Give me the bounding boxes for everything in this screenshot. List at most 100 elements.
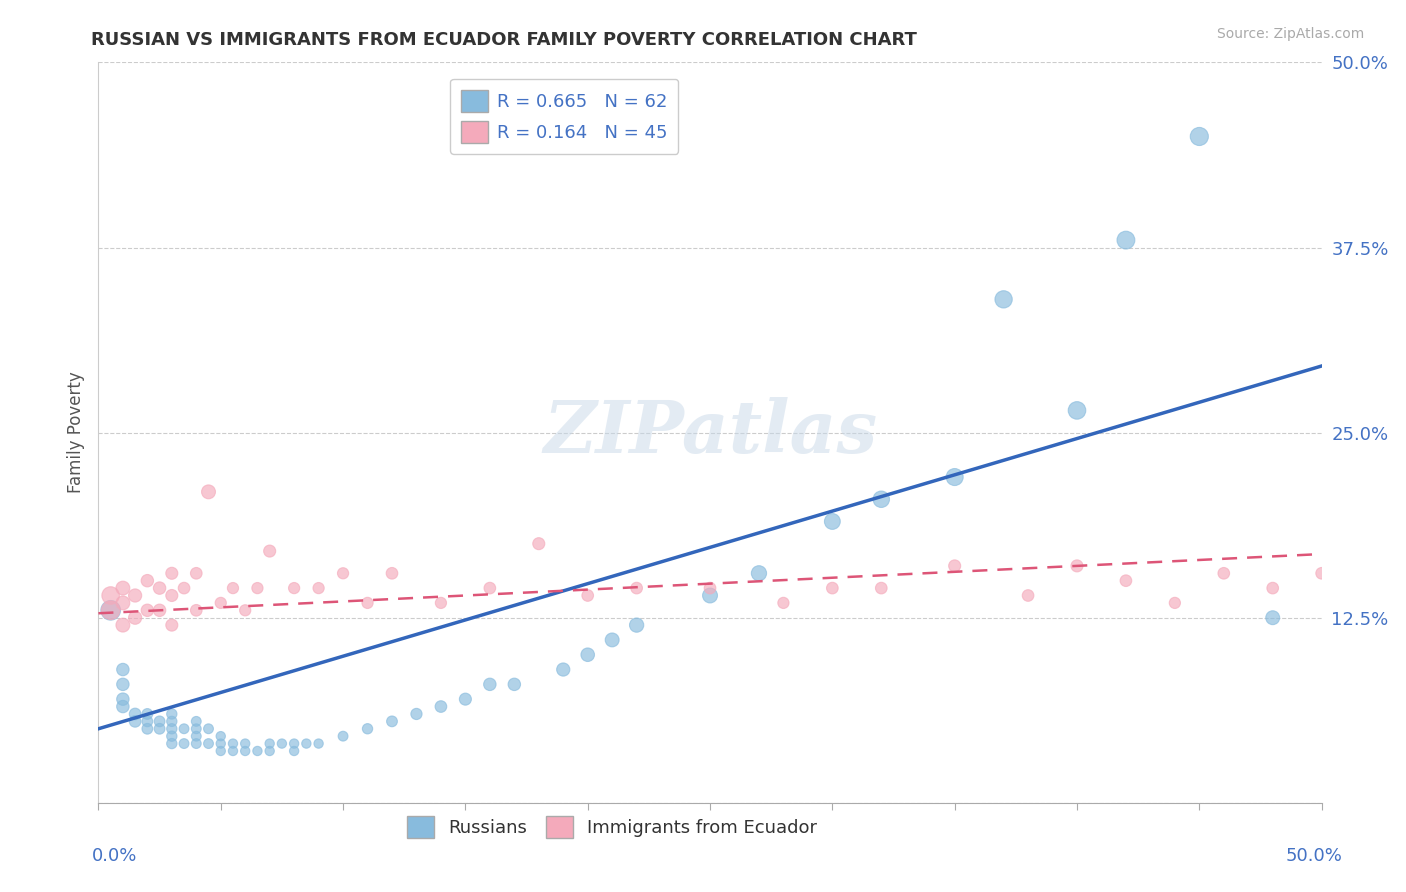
Point: [478, 581, 501, 595]
Point: [173, 737, 195, 751]
Point: [478, 677, 501, 691]
Point: [454, 692, 477, 706]
Point: [160, 737, 183, 751]
Point: [186, 737, 208, 751]
Point: [136, 714, 159, 729]
Point: [943, 558, 966, 573]
Point: [430, 699, 453, 714]
Point: [186, 566, 208, 581]
Point: [246, 744, 269, 758]
Point: [111, 692, 134, 706]
Point: [259, 744, 281, 758]
Text: RUSSIAN VS IMMIGRANTS FROM ECUADOR FAMILY POVERTY CORRELATION CHART: RUSSIAN VS IMMIGRANTS FROM ECUADOR FAMIL…: [91, 31, 917, 49]
Point: [870, 492, 893, 507]
Point: [136, 706, 159, 721]
Point: [111, 581, 134, 595]
Point: [699, 589, 721, 603]
Point: [197, 722, 219, 736]
Point: [111, 596, 134, 610]
Point: [246, 581, 269, 595]
Point: [160, 589, 183, 603]
Point: [576, 648, 599, 662]
Point: [1212, 566, 1234, 581]
Point: [503, 677, 526, 691]
Point: [100, 603, 122, 617]
Point: [149, 581, 172, 595]
Point: [1017, 589, 1039, 603]
Point: [136, 574, 159, 588]
Point: [100, 589, 122, 603]
Point: [821, 581, 844, 595]
Point: [222, 581, 245, 595]
Point: [160, 729, 183, 743]
Point: [283, 581, 305, 595]
Point: [209, 737, 232, 751]
Point: [821, 515, 844, 529]
Point: [222, 744, 245, 758]
Point: [124, 589, 146, 603]
Point: [160, 714, 183, 729]
Point: [381, 566, 404, 581]
Point: [160, 706, 183, 721]
Point: [270, 737, 294, 751]
Point: [124, 714, 146, 729]
Point: [576, 589, 599, 603]
Point: [1066, 403, 1088, 417]
Point: [160, 618, 183, 632]
Point: [136, 722, 159, 736]
Point: [699, 581, 721, 595]
Point: [124, 706, 146, 721]
Point: [283, 737, 305, 751]
Point: [332, 729, 354, 743]
Point: [1261, 581, 1284, 595]
Point: [1261, 610, 1284, 624]
Point: [1164, 596, 1187, 610]
Text: 50.0%: 50.0%: [1286, 847, 1343, 865]
Point: [149, 714, 172, 729]
Point: [149, 722, 172, 736]
Point: [100, 603, 122, 617]
Point: [186, 714, 208, 729]
Point: [259, 737, 281, 751]
Point: [173, 722, 195, 736]
Point: [186, 729, 208, 743]
Point: [405, 706, 427, 721]
Text: ZIPatlas: ZIPatlas: [543, 397, 877, 468]
Point: [222, 737, 245, 751]
Legend: Russians, Immigrants from Ecuador: Russians, Immigrants from Ecuador: [399, 809, 824, 846]
Point: [209, 596, 232, 610]
Point: [233, 744, 256, 758]
Point: [295, 737, 318, 751]
Point: [430, 596, 453, 610]
Point: [209, 729, 232, 743]
Point: [332, 566, 354, 581]
Point: [748, 566, 770, 581]
Y-axis label: Family Poverty: Family Poverty: [66, 372, 84, 493]
Point: [356, 596, 378, 610]
Point: [308, 737, 330, 751]
Point: [149, 603, 172, 617]
Point: [1115, 574, 1137, 588]
Point: [186, 603, 208, 617]
Point: [381, 714, 404, 729]
Point: [197, 737, 219, 751]
Point: [553, 663, 575, 677]
Point: [111, 618, 134, 632]
Point: [209, 744, 232, 758]
Point: [186, 722, 208, 736]
Point: [1115, 233, 1137, 247]
Point: [233, 737, 256, 751]
Point: [626, 581, 648, 595]
Point: [111, 677, 134, 691]
Point: [527, 536, 550, 550]
Point: [111, 699, 134, 714]
Point: [197, 484, 219, 499]
Text: Source: ZipAtlas.com: Source: ZipAtlas.com: [1216, 27, 1364, 41]
Point: [124, 610, 146, 624]
Point: [233, 603, 256, 617]
Point: [600, 632, 623, 647]
Point: [1066, 558, 1088, 573]
Point: [308, 581, 330, 595]
Point: [1310, 566, 1333, 581]
Point: [160, 566, 183, 581]
